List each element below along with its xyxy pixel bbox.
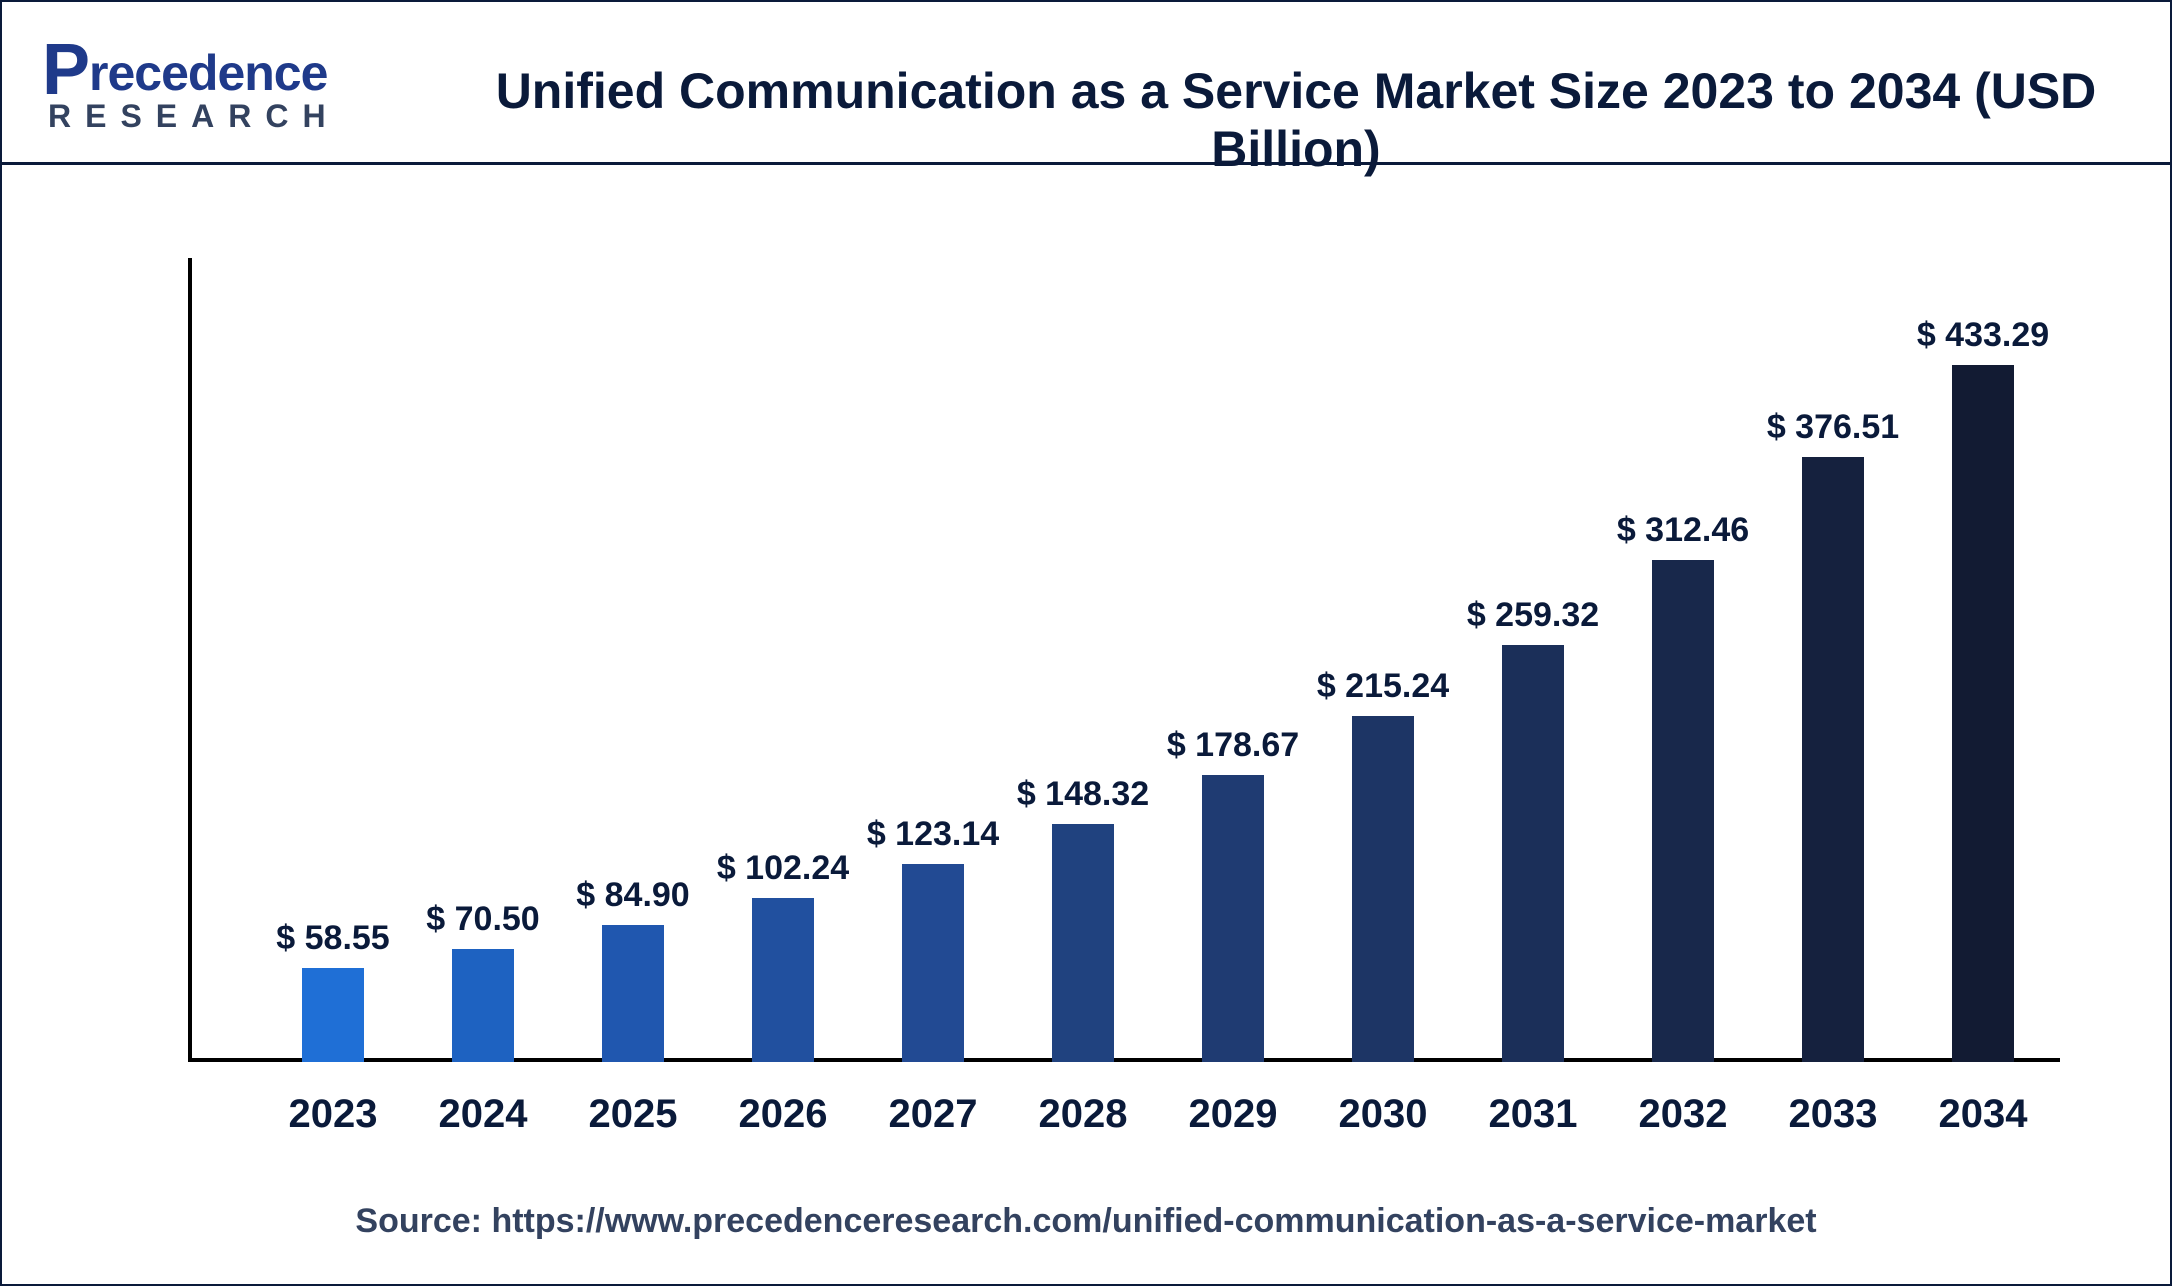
bar — [1802, 457, 1864, 1062]
source-text: Source: https://www.precedenceresearch.c… — [2, 1202, 2170, 1241]
bar-value-label: $ 84.90 — [576, 876, 689, 915]
x-tick: 2025 — [558, 1092, 708, 1137]
bar — [902, 864, 964, 1062]
x-tick: 2023 — [258, 1092, 408, 1137]
bar-value-label: $ 259.32 — [1467, 596, 1599, 635]
bar — [1052, 824, 1114, 1062]
chart-title: Unified Communication as a Service Marke… — [462, 62, 2130, 178]
bar — [1652, 560, 1714, 1062]
bar-value-label: $ 148.32 — [1017, 775, 1149, 814]
bar-value-label: $ 102.24 — [717, 849, 849, 888]
logo-line1: Precedence — [42, 30, 362, 102]
x-tick: 2033 — [1758, 1092, 1908, 1137]
x-tick: 2027 — [858, 1092, 1008, 1137]
bar — [1352, 716, 1414, 1062]
bar-value-label: $ 215.24 — [1317, 667, 1449, 706]
chart-frame: Precedence RESEARCH Unified Communicatio… — [0, 0, 2172, 1286]
bar — [452, 949, 514, 1062]
bar-value-label: $ 58.55 — [276, 919, 389, 958]
brand-logo: Precedence RESEARCH — [42, 30, 362, 132]
x-tick: 2034 — [1908, 1092, 2058, 1137]
bar-value-label: $ 70.50 — [426, 900, 539, 939]
x-tick: 2032 — [1608, 1092, 1758, 1137]
x-tick: 2026 — [708, 1092, 858, 1137]
bar-value-label: $ 312.46 — [1617, 511, 1749, 550]
bar-value-label: $ 433.29 — [1917, 316, 2049, 355]
plot-area: $ 58.55 $ 70.50 $ 84.90 $ 102.24 $ 123.14 $ 1… — [188, 258, 2060, 1062]
x-tick: 2030 — [1308, 1092, 1458, 1137]
bar — [1202, 775, 1264, 1062]
logo-rest: recedence — [89, 45, 327, 101]
bar — [602, 925, 664, 1062]
bar — [302, 968, 364, 1062]
x-tick-labels: 2023202420252026202720282029203020312032… — [188, 1092, 2060, 1152]
bar-value-label: $ 123.14 — [867, 815, 999, 854]
x-tick: 2029 — [1158, 1092, 1308, 1137]
header-divider — [2, 162, 2170, 165]
x-tick: 2031 — [1458, 1092, 1608, 1137]
bar-value-label: $ 178.67 — [1167, 726, 1299, 765]
bar — [1952, 365, 2014, 1062]
logo-line2: RESEARCH — [42, 100, 362, 132]
bars-container: $ 58.55 $ 70.50 $ 84.90 $ 102.24 $ 123.14 $ 1… — [188, 258, 2060, 1062]
bar-value-label: $ 376.51 — [1767, 408, 1899, 447]
x-tick: 2024 — [408, 1092, 558, 1137]
bar — [752, 898, 814, 1062]
x-tick: 2028 — [1008, 1092, 1158, 1137]
bar — [1502, 645, 1564, 1062]
logo-p-glyph: P — [42, 34, 89, 106]
